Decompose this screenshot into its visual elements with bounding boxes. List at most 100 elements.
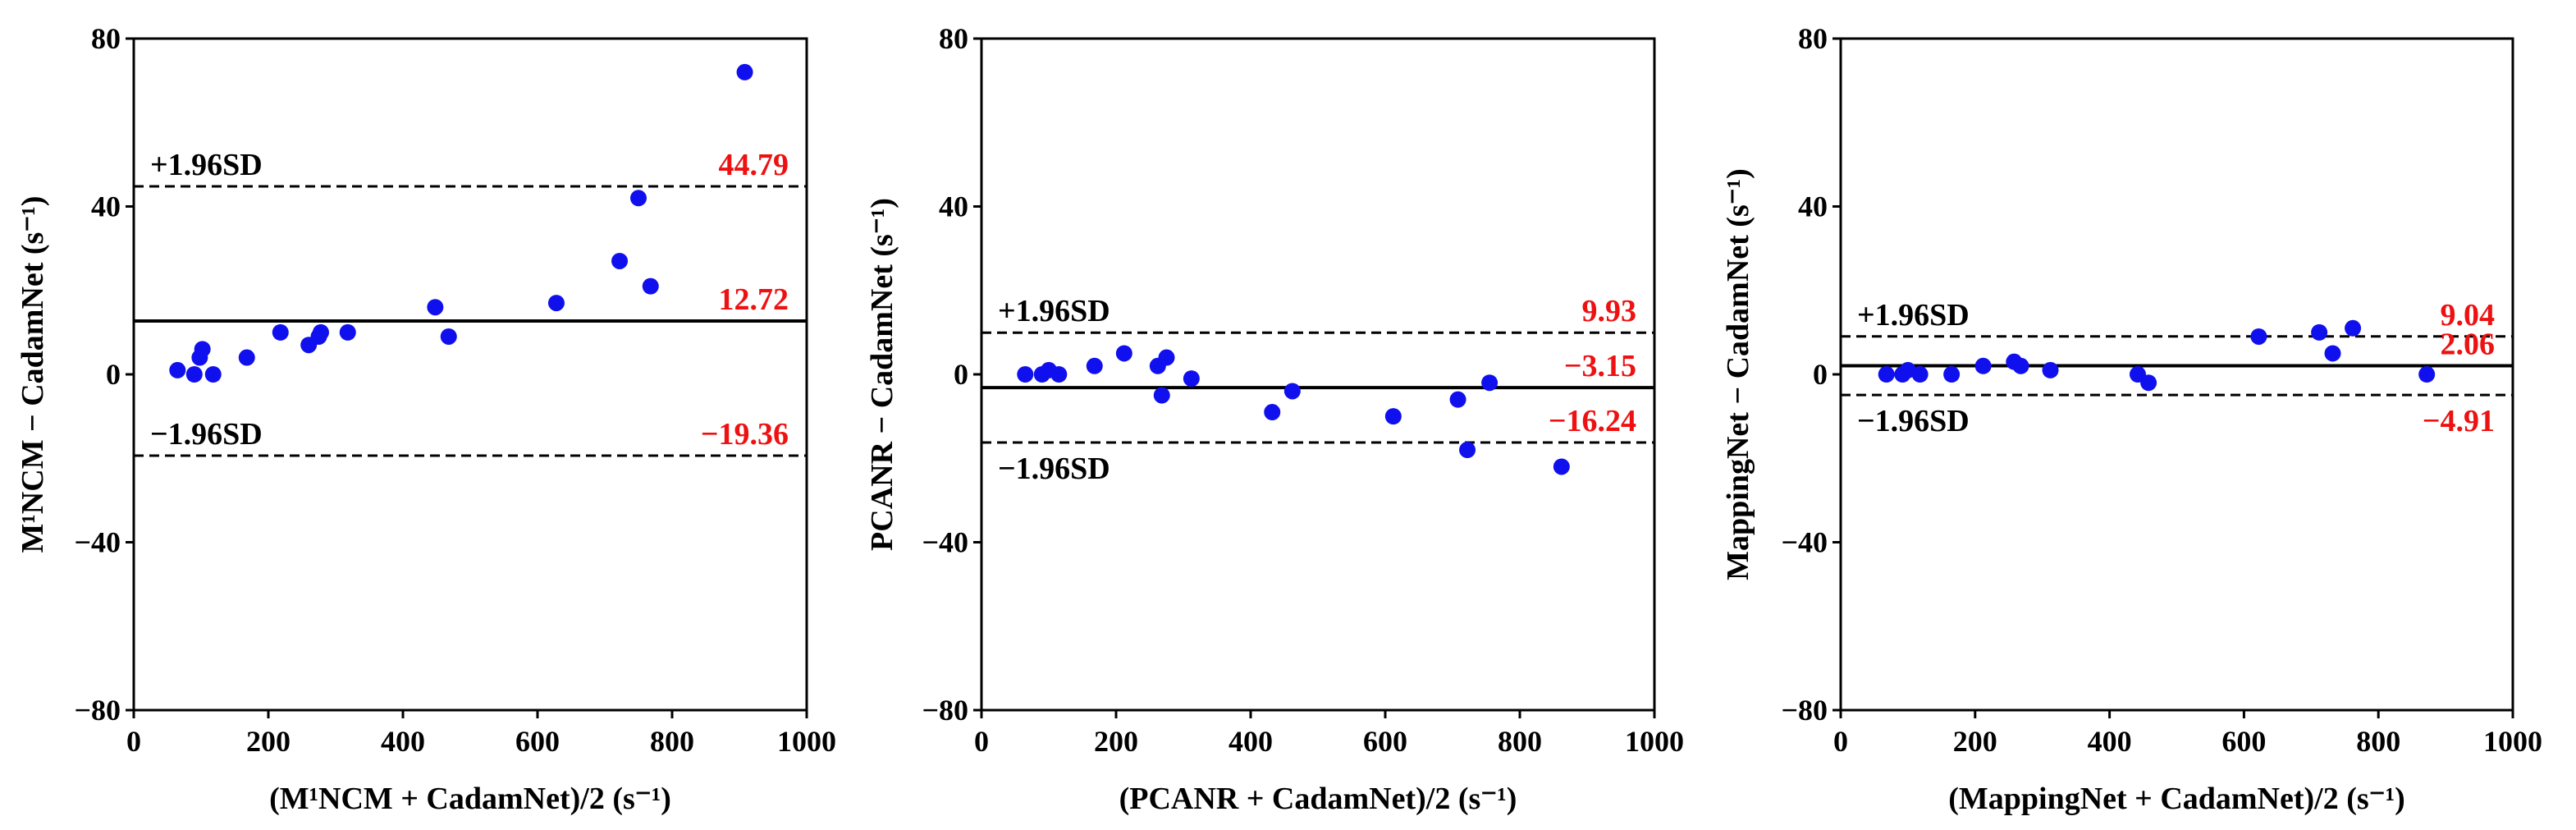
data-point xyxy=(427,299,444,316)
x-tick-label: 0 xyxy=(126,725,141,758)
y-tick-label: 40 xyxy=(939,190,968,223)
data-point xyxy=(1086,357,1103,374)
x-tick-label: 600 xyxy=(2221,725,2266,758)
lower-sd-label: −1.96SD xyxy=(150,417,263,452)
upper-sd-label: +1.96SD xyxy=(150,148,263,182)
lower-limit-value: −16.24 xyxy=(1549,404,1636,438)
x-axis-title: (PCANR + CadamNet)/2 (s⁻¹) xyxy=(1119,782,1517,816)
data-point xyxy=(169,361,186,378)
data-point xyxy=(1553,458,1570,475)
data-point xyxy=(1384,408,1402,425)
data-point xyxy=(2324,345,2341,362)
data-point xyxy=(2140,374,2157,392)
upper-sd-label: +1.96SD xyxy=(1857,298,1970,332)
x-tick-label: 400 xyxy=(1229,725,1273,758)
lower-limit-value: −4.91 xyxy=(2423,404,2495,438)
data-point xyxy=(2418,366,2436,383)
data-point xyxy=(1459,442,1476,459)
data-point xyxy=(339,323,356,341)
x-axis-title: (MappingNet + CadamNet)/2 (s⁻¹) xyxy=(1948,782,2405,816)
data-point xyxy=(2311,323,2328,341)
y-axis-title: PCANR − CadamNet (s⁻¹) xyxy=(865,198,899,551)
data-point xyxy=(630,190,647,207)
data-point xyxy=(1943,366,1961,383)
x-tick-label: 400 xyxy=(2088,725,2132,758)
x-tick-label: 800 xyxy=(1498,725,1542,758)
data-point xyxy=(1017,366,1034,383)
y-tick-label: −80 xyxy=(922,694,968,727)
data-point xyxy=(642,277,659,295)
data-point xyxy=(1264,404,1281,421)
data-point xyxy=(1183,370,1200,387)
plot-frame xyxy=(132,37,808,712)
x-tick-label: 400 xyxy=(381,725,425,758)
y-tick-label: 0 xyxy=(106,358,121,391)
data-point xyxy=(611,252,629,269)
data-point xyxy=(547,295,565,312)
y-axis-title: MappingNet − CadamNet (s⁻¹) xyxy=(1721,168,1755,580)
data-point xyxy=(1283,383,1301,400)
plot-frame xyxy=(1839,37,2514,712)
x-axis-title: (M¹NCM + CadamNet)/2 (s⁻¹) xyxy=(269,782,671,816)
upper-limit-value: 9.93 xyxy=(1582,294,1637,328)
data-point xyxy=(1974,357,1992,374)
mean-value: −3.15 xyxy=(1564,349,1636,383)
data-point xyxy=(1153,387,1170,404)
data-point xyxy=(1481,374,1498,392)
data-point xyxy=(238,349,255,366)
x-tick-label: 600 xyxy=(515,725,560,758)
y-tick-label: 40 xyxy=(1798,190,1828,223)
plot-frame xyxy=(980,37,1656,712)
mean-value: 12.72 xyxy=(719,282,789,317)
data-point xyxy=(2250,328,2267,345)
x-tick-label: 800 xyxy=(650,725,694,758)
data-point xyxy=(1050,366,1068,383)
x-tick-label: 1000 xyxy=(777,725,836,758)
mean-value: 2.06 xyxy=(2441,327,2496,361)
upper-limit-value: 44.79 xyxy=(719,148,789,182)
x-tick-label: 800 xyxy=(2356,725,2400,758)
data-point xyxy=(1878,366,1895,383)
data-point xyxy=(736,63,753,80)
y-tick-label: 0 xyxy=(1813,358,1828,391)
x-tick-label: 200 xyxy=(1094,725,1138,758)
data-point xyxy=(1158,349,1175,366)
y-tick-label: 80 xyxy=(91,22,121,55)
data-point xyxy=(204,366,222,383)
y-tick-label: −40 xyxy=(1781,526,1828,559)
data-point xyxy=(1115,345,1132,362)
y-tick-label: −80 xyxy=(74,694,121,727)
data-point xyxy=(312,323,329,341)
data-point xyxy=(2042,361,2059,378)
x-tick-label: 200 xyxy=(246,725,291,758)
data-point xyxy=(1911,366,1929,383)
x-tick-label: 600 xyxy=(1363,725,1407,758)
x-tick-label: 200 xyxy=(1953,725,1997,758)
y-tick-label: 80 xyxy=(939,22,968,55)
x-tick-label: 1000 xyxy=(1625,725,1684,758)
data-point xyxy=(194,341,211,358)
data-point xyxy=(185,366,203,383)
y-tick-label: 80 xyxy=(1798,22,1828,55)
y-tick-label: 0 xyxy=(954,358,968,391)
data-point xyxy=(272,323,289,341)
upper-limit-value: 9.04 xyxy=(2441,298,2496,332)
y-tick-label: 40 xyxy=(91,190,121,223)
lower-sd-label: −1.96SD xyxy=(1857,404,1970,438)
data-point xyxy=(1449,391,1466,408)
lower-sd-label: −1.96SD xyxy=(998,452,1110,486)
y-tick-label: −40 xyxy=(74,526,121,559)
data-point xyxy=(2345,319,2362,337)
y-tick-label: −80 xyxy=(1781,694,1828,727)
y-axis-title: M¹NCM − CadamNet (s⁻¹) xyxy=(16,196,50,553)
lower-limit-value: −19.36 xyxy=(701,417,789,452)
x-tick-label: 0 xyxy=(1833,725,1848,758)
data-point xyxy=(2012,357,2029,374)
x-tick-label: 1000 xyxy=(2483,725,2542,758)
y-tick-label: −40 xyxy=(922,526,968,559)
data-point xyxy=(440,328,457,345)
